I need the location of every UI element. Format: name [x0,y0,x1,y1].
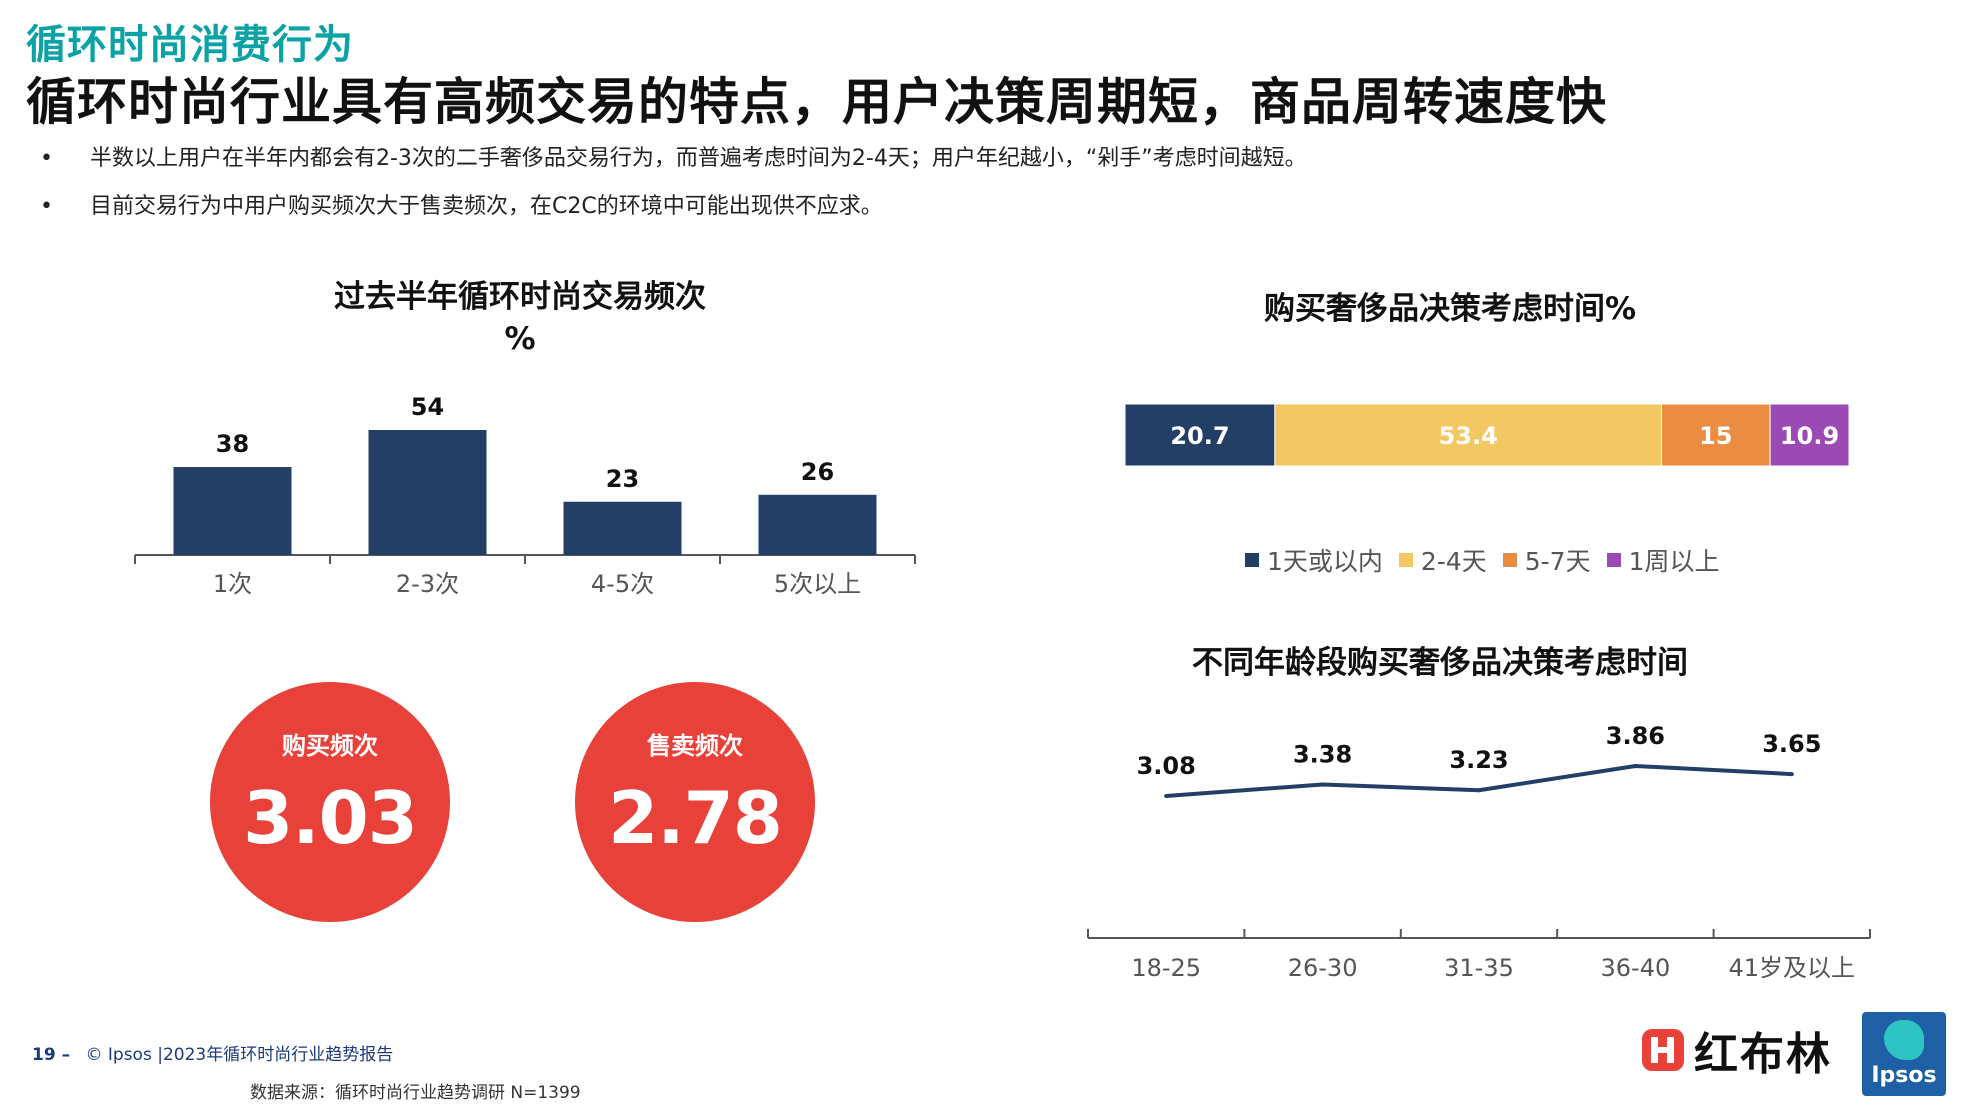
segment-data-label: 20.7 [1170,422,1229,450]
bar-data-label: 54 [411,393,444,421]
point-data-label: 3.38 [1293,740,1352,768]
data-point [1320,782,1325,787]
x-tick-label: 31-35 [1444,954,1514,982]
brand-logo: 红布林 [1640,1018,1832,1082]
legend-swatch [1502,553,1517,567]
bar [368,430,487,555]
data-point [1164,794,1169,798]
decision-legend: 1天或以内 2-4天 5-7天 1周以上 [1245,542,1720,578]
point-data-label: 3.65 [1762,730,1821,758]
kpi-sell-circle: 售卖频次 2.78 [575,682,815,922]
footer-page-line: 19 – © Ipsos |2023年循环时尚行业趋势报告 [32,1040,393,1065]
bullet-list: • 半数以上用户在半年内都会有2-3次的二手奢侈品交易行为，而普遍考虑时间为2-… [40,144,1920,240]
freq-chart-title-text: 过去半年循环时尚交易频次 [334,279,706,315]
legend-label: 1天或以内 [1267,547,1383,576]
legend-swatch [1606,553,1621,567]
brand-mark-icon [1642,1029,1684,1071]
legend-swatch [1398,553,1413,567]
x-tick-label: 26-30 [1288,954,1358,982]
bar [173,467,292,555]
decision-stacked-bar: 20.7 53.4 15 10.9 [1125,404,1849,467]
legend-label: 2-4天 [1420,547,1487,576]
stacked-segment [1125,404,1276,467]
page-title: 循环时尚行业具有高频交易的特点，用户决策周期短，商品周转速度快 [26,73,1607,131]
stacked-segment [1769,404,1849,467]
age-line-chart: 3.08 18-25 3.38 26-30 3.23 31-35 3.86 36-40 3.65… [1087,722,1871,982]
footer-copyright: © Ipsos |2023年循环时尚行业趋势报告 [85,1045,394,1065]
kpi-buy-circle: 购买频次 3.03 [210,682,450,922]
kpi-sell-value: 2.78 [608,776,783,860]
section-eyebrow: 循环时尚消费行为 [26,22,354,68]
freq-chart-subtitle: % [504,321,536,357]
bullet-item: • 目前交易行为中用户购买频次大于售卖频次，在C2C的环境中可能出现供不应求。 [40,192,1920,240]
point-data-label: 3.08 [1137,752,1196,780]
kpi-sell-label: 售卖频次 [647,732,743,760]
bar-data-label: 38 [216,430,249,458]
bullet-marker: • [40,194,53,219]
bar [563,501,682,555]
page-number: 19 – [32,1045,71,1065]
point-data-label: 3.23 [1449,746,1508,774]
x-tick-label: 5次以上 [774,570,861,598]
legend-item: 1周以上 [1606,542,1720,578]
stacked-segment [1274,404,1662,467]
data-point [1477,788,1481,793]
legend-item: 2-4天 [1398,542,1487,578]
legend-item: 1天或以内 [1245,542,1383,578]
kpi-buy-value: 3.03 [243,776,418,860]
x-tick-label: 1次 [213,570,252,598]
freq-chart-title: 过去半年循环时尚交易频次 % [200,276,840,360]
bullet-item: • 半数以上用户在半年内都会有2-3次的二手奢侈品交易行为，而普遍考虑时间为2-… [40,144,1920,192]
segment-data-label: 53.4 [1439,422,1498,450]
kpi-buy-label: 购买频次 [282,732,378,760]
x-tick-label: 41岁及以上 [1729,954,1856,982]
bullet-text: 半数以上用户在半年内都会有2-3次的二手奢侈品交易行为，而普遍考虑时间为2-4天… [90,146,1307,171]
data-source-note: 数据来源：循环时尚行业趋势调研 N=1399 [250,1083,581,1103]
age-chart-title: 不同年龄段购买奢侈品决策考虑时间 [1192,645,1688,681]
x-tick-label: 2-3次 [396,570,459,598]
bar-data-label: 26 [801,458,834,486]
ipsos-logo-text: Ipsos [1871,1063,1937,1088]
segment-data-label: 10.9 [1780,422,1839,450]
point-data-label: 3.86 [1606,722,1665,750]
bullet-text: 目前交易行为中用户购买频次大于售卖频次，在C2C的环境中可能出现供不应求。 [90,194,883,219]
x-tick-label: 18-25 [1131,954,1201,982]
decision-chart-title: 购买奢侈品决策考虑时间% [1263,291,1637,327]
bar [758,494,877,555]
bar-data-label: 23 [606,465,639,493]
legend-label: 5-7天 [1524,547,1591,576]
ipsos-logo: Ipsos [1862,1012,1946,1096]
x-tick-label: 4-5次 [591,570,654,598]
x-tick-label: 36-40 [1601,954,1671,982]
segment-data-label: 15 [1699,422,1732,450]
bullet-marker: • [40,146,53,171]
brand-name: 红布林 [1694,1029,1832,1080]
legend-item: 5-7天 [1502,542,1591,578]
legend-label: 1周以上 [1628,547,1720,576]
ipsos-mark-icon [1884,1020,1924,1060]
freq-bar-chart: 38 1次 54 2-3次 23 4-5次 26 5次以上 [134,393,916,598]
data-point [1789,772,1794,777]
legend-swatch [1245,553,1259,567]
data-point [1633,764,1638,768]
